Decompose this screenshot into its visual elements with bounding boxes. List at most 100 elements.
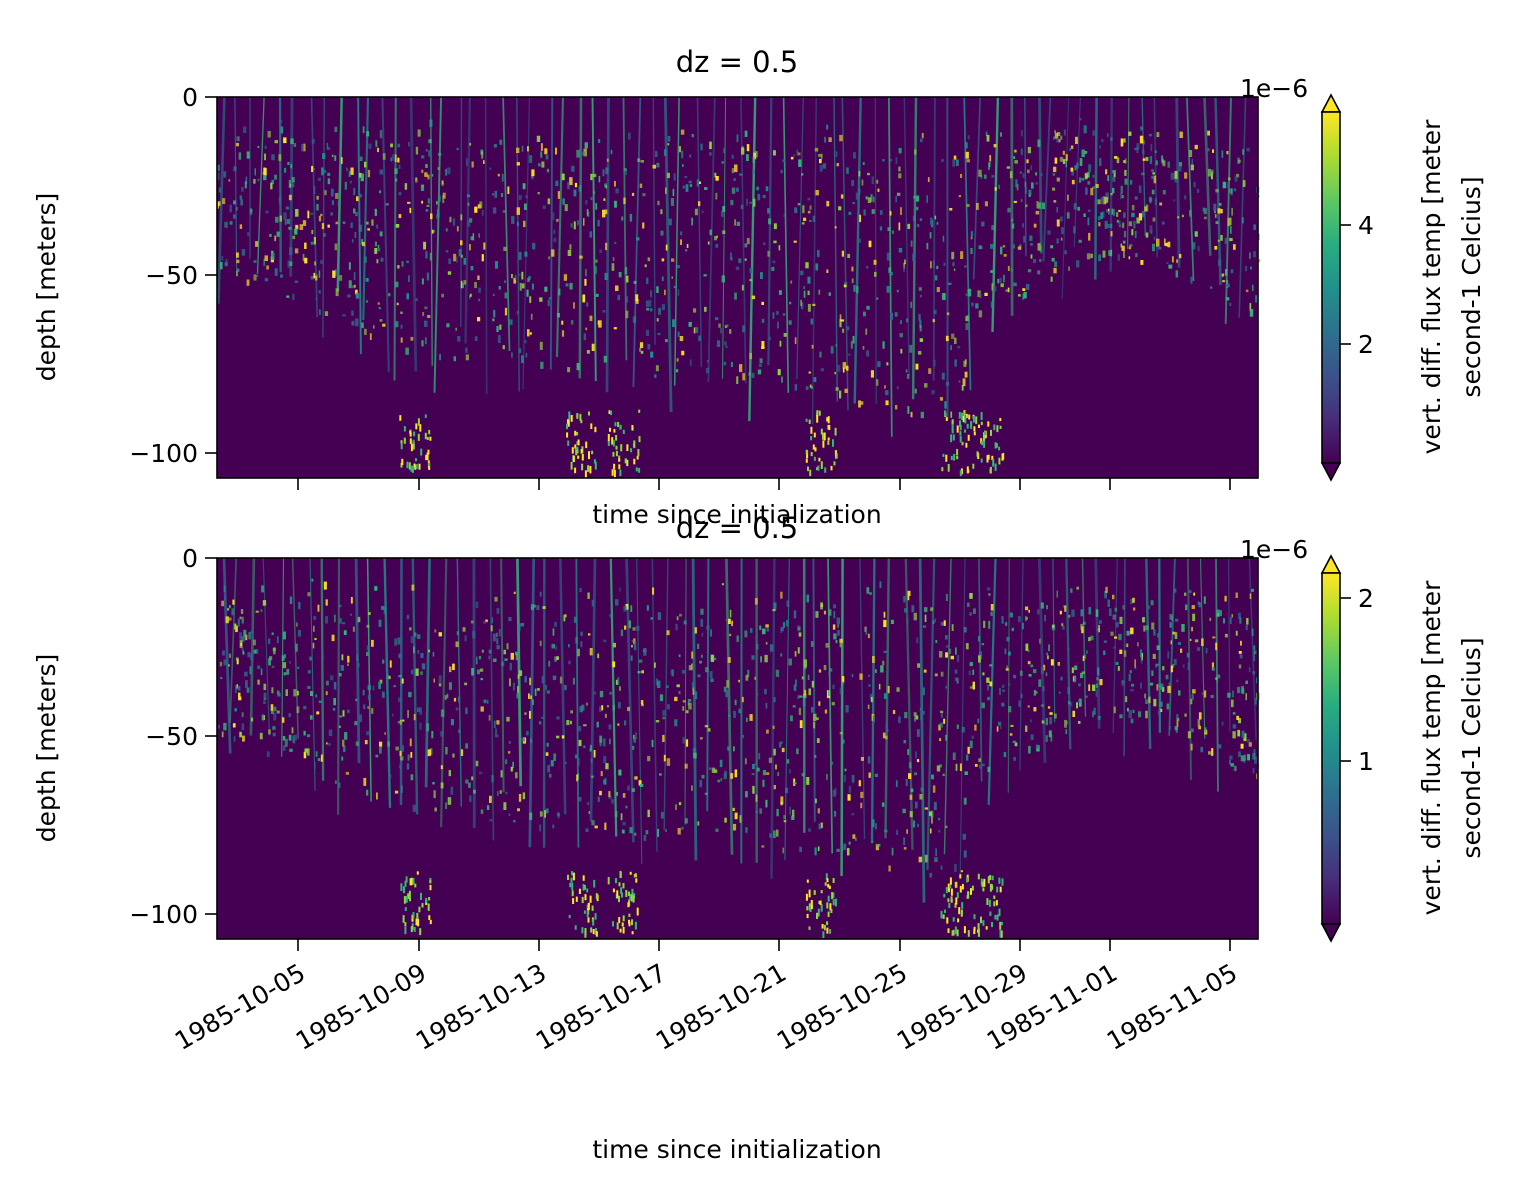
heatmap-cell <box>813 432 816 438</box>
heatmap-cell <box>394 154 397 162</box>
heatmap-cell <box>1087 217 1090 226</box>
heatmap-cell <box>424 320 428 327</box>
heatmap-cell <box>366 789 369 796</box>
heatmap-cell <box>244 634 248 641</box>
heatmap-cell <box>424 306 428 310</box>
heatmap-cell <box>256 275 259 278</box>
heatmap-cell <box>1181 624 1185 632</box>
heatmap-cell <box>752 764 755 770</box>
heatmap-cell <box>1006 636 1010 642</box>
heatmap-cell <box>751 372 755 378</box>
heatmap-cell <box>1229 617 1232 624</box>
heatmap-cell <box>828 425 831 430</box>
heatmap-cell <box>1201 692 1205 695</box>
heatmap-cell <box>832 892 835 898</box>
heatmap-cell <box>1030 254 1033 259</box>
heatmap-cell <box>1189 638 1192 641</box>
heatmap-cell <box>961 727 965 733</box>
heatmap-cell <box>932 620 935 624</box>
heatmap-cell <box>1152 653 1156 659</box>
heatmap-cell <box>716 340 721 347</box>
heatmap-cell <box>436 201 438 205</box>
heatmap-cell <box>811 344 814 349</box>
heatmap-cell <box>1017 246 1022 250</box>
heatmap-cell <box>1197 647 1201 651</box>
heatmap-cell <box>749 352 752 360</box>
heatmap-cell <box>379 741 383 747</box>
heatmap-cell <box>218 187 221 193</box>
heatmap-cell <box>570 223 573 228</box>
heatmap-cell <box>1130 180 1133 184</box>
heatmap-cell <box>572 898 575 904</box>
heatmap-cell <box>469 218 473 223</box>
heatmap-cell <box>521 355 524 364</box>
heatmap-cell <box>666 630 670 636</box>
heatmap-cell <box>1103 640 1107 643</box>
heatmap-streak <box>229 557 237 723</box>
heatmap-cell <box>1066 721 1068 725</box>
heatmap-cell <box>872 715 875 723</box>
heatmap-cell <box>545 752 549 756</box>
heatmap-cell <box>1187 662 1190 671</box>
heatmap-cell <box>1192 242 1196 250</box>
heatmap-cell <box>673 285 677 289</box>
heatmap-cell <box>1123 160 1127 163</box>
heatmap-cell <box>998 908 1001 917</box>
heatmap-cell <box>879 226 883 231</box>
heatmap-cell <box>338 725 341 728</box>
heatmap-cell <box>552 628 555 636</box>
heatmap-cell <box>1194 144 1198 150</box>
heatmap-cell <box>530 604 535 611</box>
heatmap-cell <box>705 367 710 374</box>
heatmap-streak <box>636 557 643 865</box>
heatmap-cell <box>465 743 469 749</box>
heatmap-cell <box>940 671 944 677</box>
heatmap-cell <box>1150 230 1153 234</box>
heatmap-cell <box>1108 208 1110 213</box>
heatmap-cell <box>572 677 575 685</box>
heatmap-cell <box>1080 609 1084 617</box>
heatmap-cell <box>581 463 584 471</box>
heatmap-cell <box>564 685 567 691</box>
heatmap-cell <box>1169 621 1172 628</box>
heatmap-cell <box>963 410 966 416</box>
heatmap-cell <box>403 886 405 894</box>
heatmap-cell <box>941 467 944 472</box>
heatmap-cell <box>587 211 590 217</box>
heatmap-cell <box>1148 605 1151 609</box>
heatmap-cell <box>828 292 831 296</box>
heatmap-cell <box>896 289 899 293</box>
heatmap-cell <box>674 719 678 727</box>
heatmap-cell <box>588 411 590 416</box>
heatmap-cell <box>909 794 913 800</box>
heatmap-cell <box>1154 150 1157 154</box>
heatmap-streak <box>1007 557 1010 793</box>
heatmap-cell <box>1218 259 1222 266</box>
heatmap-cell <box>624 267 628 275</box>
heatmap-cell <box>367 706 369 709</box>
heatmap-cell <box>1024 186 1027 194</box>
heatmap-cell <box>244 671 248 677</box>
heatmap-cell <box>320 213 323 217</box>
heatmap-cell <box>530 695 532 700</box>
heatmap-cell <box>347 709 350 713</box>
heatmap-cell <box>577 757 580 766</box>
heatmap-cell <box>1226 283 1230 288</box>
heatmap-streak <box>706 557 710 812</box>
heatmap-cell <box>650 617 653 620</box>
heatmap-cell <box>409 430 412 434</box>
heatmap-cell <box>1237 729 1241 737</box>
heatmap-cell <box>294 248 299 254</box>
heatmap-cell <box>502 345 505 350</box>
heatmap-cell <box>666 172 670 179</box>
heatmap-cell <box>1012 244 1015 249</box>
heatmap-cell <box>307 686 311 689</box>
heatmap-cell <box>1123 212 1126 218</box>
heatmap-cell <box>1245 289 1249 293</box>
heatmap-cell <box>428 429 431 435</box>
heatmap-cell <box>546 690 550 694</box>
heatmap-cell <box>577 455 580 459</box>
heatmap-cell <box>278 154 282 161</box>
heatmap-streak <box>591 96 597 382</box>
heatmap-cell <box>1167 651 1170 659</box>
